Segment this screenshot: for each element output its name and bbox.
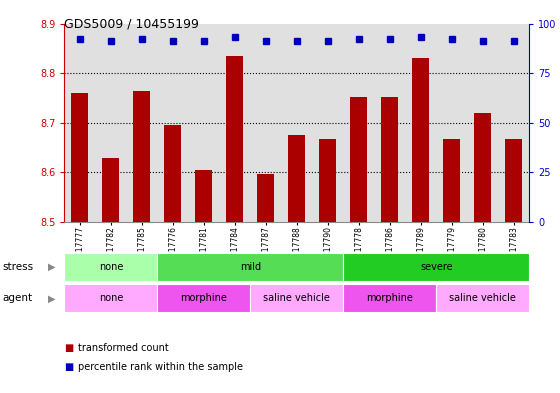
Text: none: none [99,293,123,303]
Text: mild: mild [240,262,261,272]
Text: morphine: morphine [366,293,413,303]
Text: ■: ■ [64,343,74,353]
Bar [64,253,157,281]
Bar [319,139,337,222]
Bar [381,97,398,222]
Bar [343,253,529,281]
Bar [133,90,151,222]
Bar [350,97,367,222]
Text: stress: stress [3,262,34,272]
Text: severe: severe [420,262,452,272]
Text: ■: ■ [64,362,74,373]
Text: morphine: morphine [180,293,227,303]
Text: GDS5009 / 10455199: GDS5009 / 10455199 [64,18,199,31]
Text: ▶: ▶ [48,293,56,303]
Text: agent: agent [3,293,33,303]
Bar [102,158,119,222]
Bar [343,284,436,312]
Text: none: none [99,262,123,272]
Text: transformed count: transformed count [78,343,169,353]
Bar [412,58,430,222]
Bar [226,56,244,222]
Text: saline vehicle: saline vehicle [263,293,330,303]
Bar [157,284,250,312]
Text: saline vehicle: saline vehicle [449,293,516,303]
Bar [443,139,460,222]
Bar [195,170,212,222]
Bar [164,125,181,222]
Bar [474,113,491,222]
Bar [157,253,343,281]
Bar [71,93,88,222]
Bar [64,284,157,312]
Bar [436,284,529,312]
Text: percentile rank within the sample: percentile rank within the sample [78,362,244,373]
Bar [250,284,343,312]
Bar [257,174,274,222]
Text: ▶: ▶ [48,262,56,272]
Bar [505,139,522,222]
Bar [288,135,305,222]
